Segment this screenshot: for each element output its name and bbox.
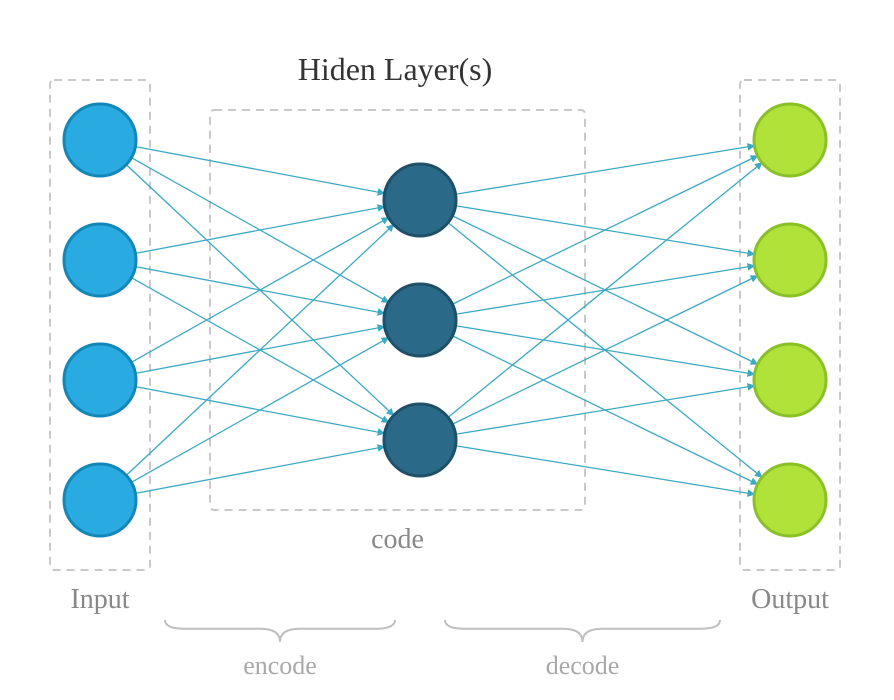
hidden-node-3 xyxy=(384,404,456,476)
encode-brace xyxy=(165,620,395,642)
output-label: Output xyxy=(751,584,829,615)
decode-brace-label: decode xyxy=(546,651,620,680)
input-nodes xyxy=(64,104,136,536)
hidden-node-1 xyxy=(384,164,456,236)
encode-brace-label: encode xyxy=(243,651,317,680)
edge xyxy=(456,446,755,494)
hidden-nodes xyxy=(384,164,456,476)
output-node-2 xyxy=(754,224,826,296)
edge xyxy=(456,386,755,434)
edge xyxy=(448,163,762,418)
code-label: code xyxy=(371,524,424,555)
output-nodes xyxy=(754,104,826,536)
input-node-1 xyxy=(64,104,136,176)
output-node-1 xyxy=(754,104,826,176)
autoencoder-diagram: Hiden Layer(s) Input code Output encode … xyxy=(0,0,894,700)
input-node-3 xyxy=(64,344,136,416)
hidden-node-2 xyxy=(384,284,456,356)
output-node-4 xyxy=(754,464,826,536)
edge xyxy=(456,146,755,194)
edge xyxy=(452,156,757,305)
edge xyxy=(135,147,384,194)
input-node-4 xyxy=(64,464,136,536)
output-node-3 xyxy=(754,344,826,416)
input-label: Input xyxy=(70,584,129,615)
edge xyxy=(131,338,388,483)
diagram-title: Hiden Layer(s) xyxy=(298,51,493,87)
edge xyxy=(131,218,388,363)
edge xyxy=(452,276,757,425)
decode-brace xyxy=(445,620,720,642)
edge xyxy=(135,447,384,494)
edge xyxy=(126,225,393,476)
input-node-2 xyxy=(64,224,136,296)
edge xyxy=(135,207,384,254)
